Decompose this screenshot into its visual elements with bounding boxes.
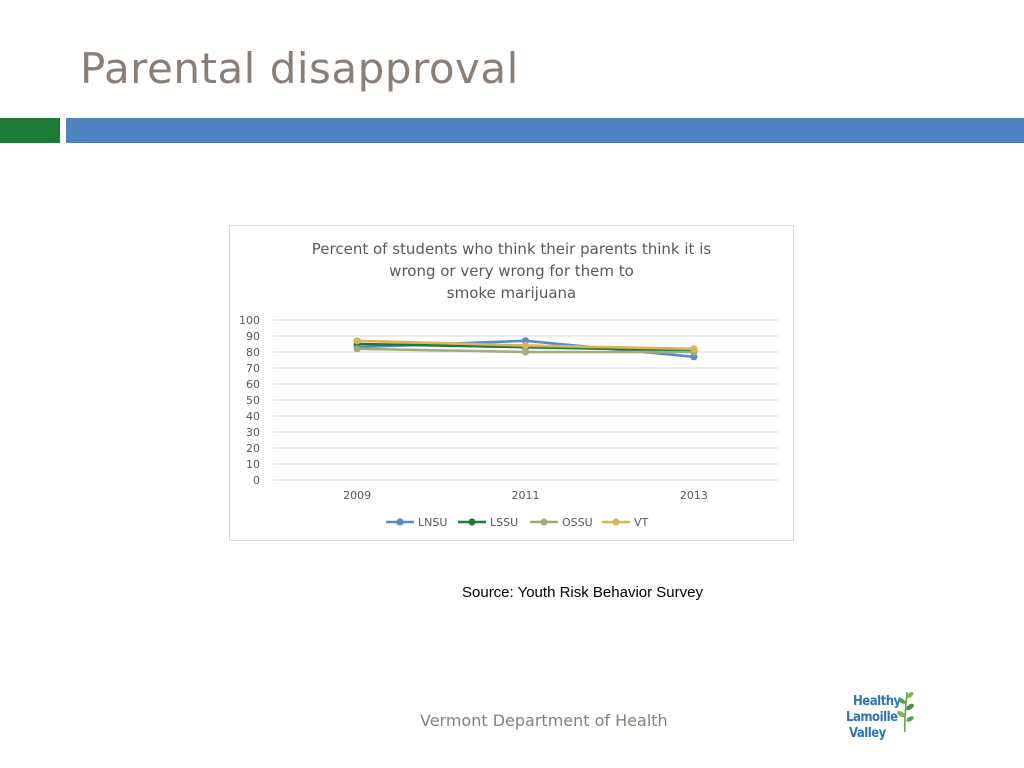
y-tick-label: 50	[246, 394, 260, 407]
y-tick-label: 40	[246, 410, 260, 423]
legend-label-lssu: LSSU	[490, 516, 518, 529]
data-point-vt	[521, 342, 530, 350]
legend-marker-ossu	[540, 518, 548, 526]
legend-label-lnsu: LNSU	[418, 516, 447, 529]
leaf-sprig-icon	[896, 691, 914, 733]
x-tick-label: 2009	[343, 489, 371, 502]
accent-bar-blue	[66, 118, 1024, 143]
y-tick-label: 10	[246, 458, 260, 471]
chart-title-line-2: wrong or very wrong for them to	[389, 262, 634, 280]
legend-label-ossu: OSSU	[562, 516, 593, 529]
y-tick-label: 0	[253, 474, 260, 487]
data-point-vt	[690, 345, 698, 353]
y-tick-label: 100	[239, 314, 260, 327]
chart-container: 0 10 20 30 40 50 60 70 80 90 100 2009 2011 2013 LNSU LS…	[229, 225, 794, 541]
legend-marker-vt	[612, 518, 620, 526]
accent-bar-green	[0, 118, 60, 143]
legend-label-vt: VT	[634, 516, 649, 529]
y-tick-label: 30	[246, 426, 260, 439]
slide-title: Parental disapproval	[80, 44, 519, 93]
data-point-ossu	[353, 345, 361, 353]
legend-marker-lssu	[468, 518, 476, 526]
chart-title-line-3: smoke marijuana	[446, 284, 577, 302]
data-point-ossu	[521, 348, 530, 356]
y-tick-label: 60	[246, 378, 260, 391]
logo-line-2: Lamoille	[846, 710, 898, 725]
data-point-vt	[353, 337, 361, 345]
logo-line-1: Healthy	[853, 694, 901, 709]
footer-text: Vermont Department of Health	[420, 711, 668, 730]
y-tick-label: 80	[246, 346, 260, 359]
y-tick-label: 90	[246, 330, 260, 343]
x-tick-label: 2011	[512, 489, 540, 502]
legend-marker-lnsu	[396, 518, 404, 526]
source-note: Source: Youth Risk Behavior Survey	[462, 584, 703, 601]
line-chart: 0 10 20 30 40 50 60 70 80 90 100 2009 2011 2013 LNSU LS…	[239, 314, 778, 529]
healthy-lamoille-valley-logo: Healthy Lamoille Valley	[843, 688, 918, 746]
chart-title-line-1: Percent of students who think their pare…	[311, 240, 712, 258]
chart-title: Percent of students who think their pare…	[230, 238, 793, 304]
y-tick-label: 20	[246, 442, 260, 455]
logo-line-3: Valley	[849, 726, 886, 741]
x-tick-label: 2013	[680, 489, 708, 502]
y-tick-label: 70	[246, 362, 260, 375]
